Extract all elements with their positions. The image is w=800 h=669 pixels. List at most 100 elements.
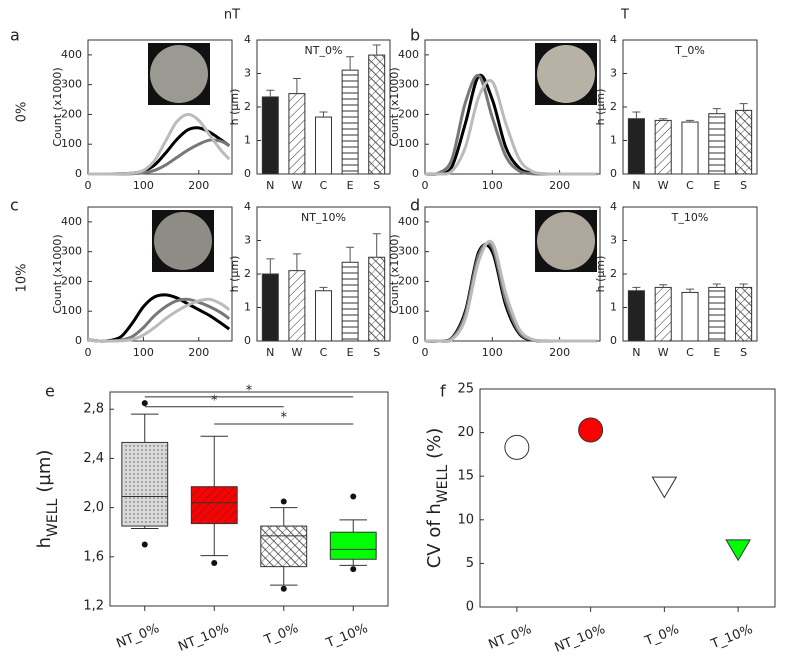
plot-frame [424, 39, 601, 175]
plot-frame [109, 391, 389, 607]
plot-frame [479, 388, 776, 608]
row-label: 0% [15, 102, 30, 123]
point [651, 476, 678, 499]
bar-hatch [368, 257, 385, 341]
y-tick-label: 2,4 [83, 451, 104, 466]
y-tick-label: 1 [610, 134, 617, 147]
y-axis-label: h (µm) [594, 256, 607, 293]
point [725, 539, 751, 562]
outlier [350, 493, 357, 500]
y-tick-label: 300 [61, 78, 82, 91]
error-bar [319, 111, 328, 118]
x-tick-label: C [686, 346, 694, 359]
x-tick-label: N [632, 346, 640, 359]
y-tick-label: 4 [244, 200, 251, 213]
panel-letter: c [10, 196, 19, 215]
y-tick-label: 0 [244, 334, 251, 347]
micrograph [148, 43, 597, 272]
x-tick-label: E [347, 346, 354, 359]
bar-hatch [655, 287, 672, 341]
outlier [280, 585, 287, 592]
y-axis-label: Count (x1000) [388, 234, 401, 313]
y-axis-label: Count (x1000) [51, 234, 64, 313]
x-tick-label: T_0% [261, 621, 300, 648]
panel-letter: f [440, 382, 446, 401]
y-tick-label: 25 [457, 382, 474, 397]
y-label-sub: WELL [435, 465, 451, 503]
y-axis-label: h (µm) [228, 256, 241, 293]
y-axis-label: h (µm) [228, 89, 241, 126]
bar-hatch [368, 55, 385, 175]
outlier [141, 400, 148, 407]
x-tick-label: 0 [85, 346, 92, 359]
y-tick-label: 2,0 [83, 500, 104, 515]
box-hatch [121, 442, 168, 527]
series-line [87, 293, 231, 343]
bar [681, 121, 699, 175]
whisker [269, 507, 298, 527]
column-label: nT [224, 8, 240, 23]
outlier [141, 541, 148, 548]
bar-hatch [708, 113, 725, 174]
x-tick-label: 200 [188, 179, 209, 192]
error-bar [372, 233, 381, 258]
bar-hatch [735, 287, 752, 341]
y-tick-label: 1,6 [83, 549, 104, 564]
error-bar [686, 288, 694, 293]
y-tick-label: 2 [610, 100, 617, 113]
y-tick-label: 100 [61, 304, 82, 317]
x-tick-label: S [373, 346, 380, 359]
x-tick-label: N [632, 179, 640, 192]
error-bar [686, 119, 694, 123]
error-bar [739, 283, 748, 288]
y-tick-label: 3 [610, 67, 617, 80]
y-tick-label: 400 [398, 48, 419, 61]
error-bar [659, 284, 668, 288]
y-tick-label: 400 [61, 48, 82, 61]
series-line [87, 297, 231, 343]
y-axis-label: hWELL (µm) [34, 450, 61, 549]
x-tick-label: E [713, 179, 720, 192]
y-tick-label: 2 [610, 267, 617, 280]
x-tick-label: W [658, 179, 669, 192]
series-line [424, 79, 597, 176]
y-tick-label: 200 [398, 274, 419, 287]
y-tick-label: 2 [244, 100, 251, 113]
bar-hatch [288, 93, 305, 174]
bar-hatch [735, 110, 752, 174]
bar-hatch [655, 120, 672, 174]
y-tick-label: 0 [412, 334, 419, 347]
plot-frame [424, 206, 601, 342]
bar-hatch [342, 262, 359, 341]
x-tick-label: NT_10% [553, 622, 608, 656]
outlier [280, 498, 287, 505]
x-tick-label: N [266, 346, 274, 359]
y-tick-label: 4 [610, 33, 617, 46]
error-bar [712, 283, 721, 288]
x-tick-label: S [740, 346, 747, 359]
y-tick-label: 0 [75, 334, 82, 347]
y-tick-label: 300 [398, 78, 419, 91]
y-tick-label: 200 [398, 107, 419, 120]
x-tick-label: 200 [549, 346, 570, 359]
error-bar [712, 108, 721, 114]
bar-hatch [342, 70, 359, 174]
bar [681, 291, 699, 342]
y-axis-label: CV of hWELL (%) [424, 428, 451, 569]
y-tick-label: 15 [457, 469, 474, 484]
y-tick-label: 4 [244, 33, 251, 46]
chart-title: NT_0% [305, 44, 343, 57]
panel-letter: a [10, 26, 20, 45]
series-line [87, 297, 231, 343]
box [329, 531, 377, 560]
chart-title: T_0% [674, 44, 705, 57]
x-tick-label: N [266, 179, 274, 192]
y-label-sub: WELL [45, 498, 61, 536]
error-bar [292, 253, 301, 271]
bar-hatch [708, 287, 725, 341]
bar [315, 290, 332, 342]
y-tick-label: 2,8 [83, 402, 104, 417]
row-label: 10% [15, 264, 30, 293]
bar [261, 273, 279, 342]
outlier [211, 559, 218, 566]
